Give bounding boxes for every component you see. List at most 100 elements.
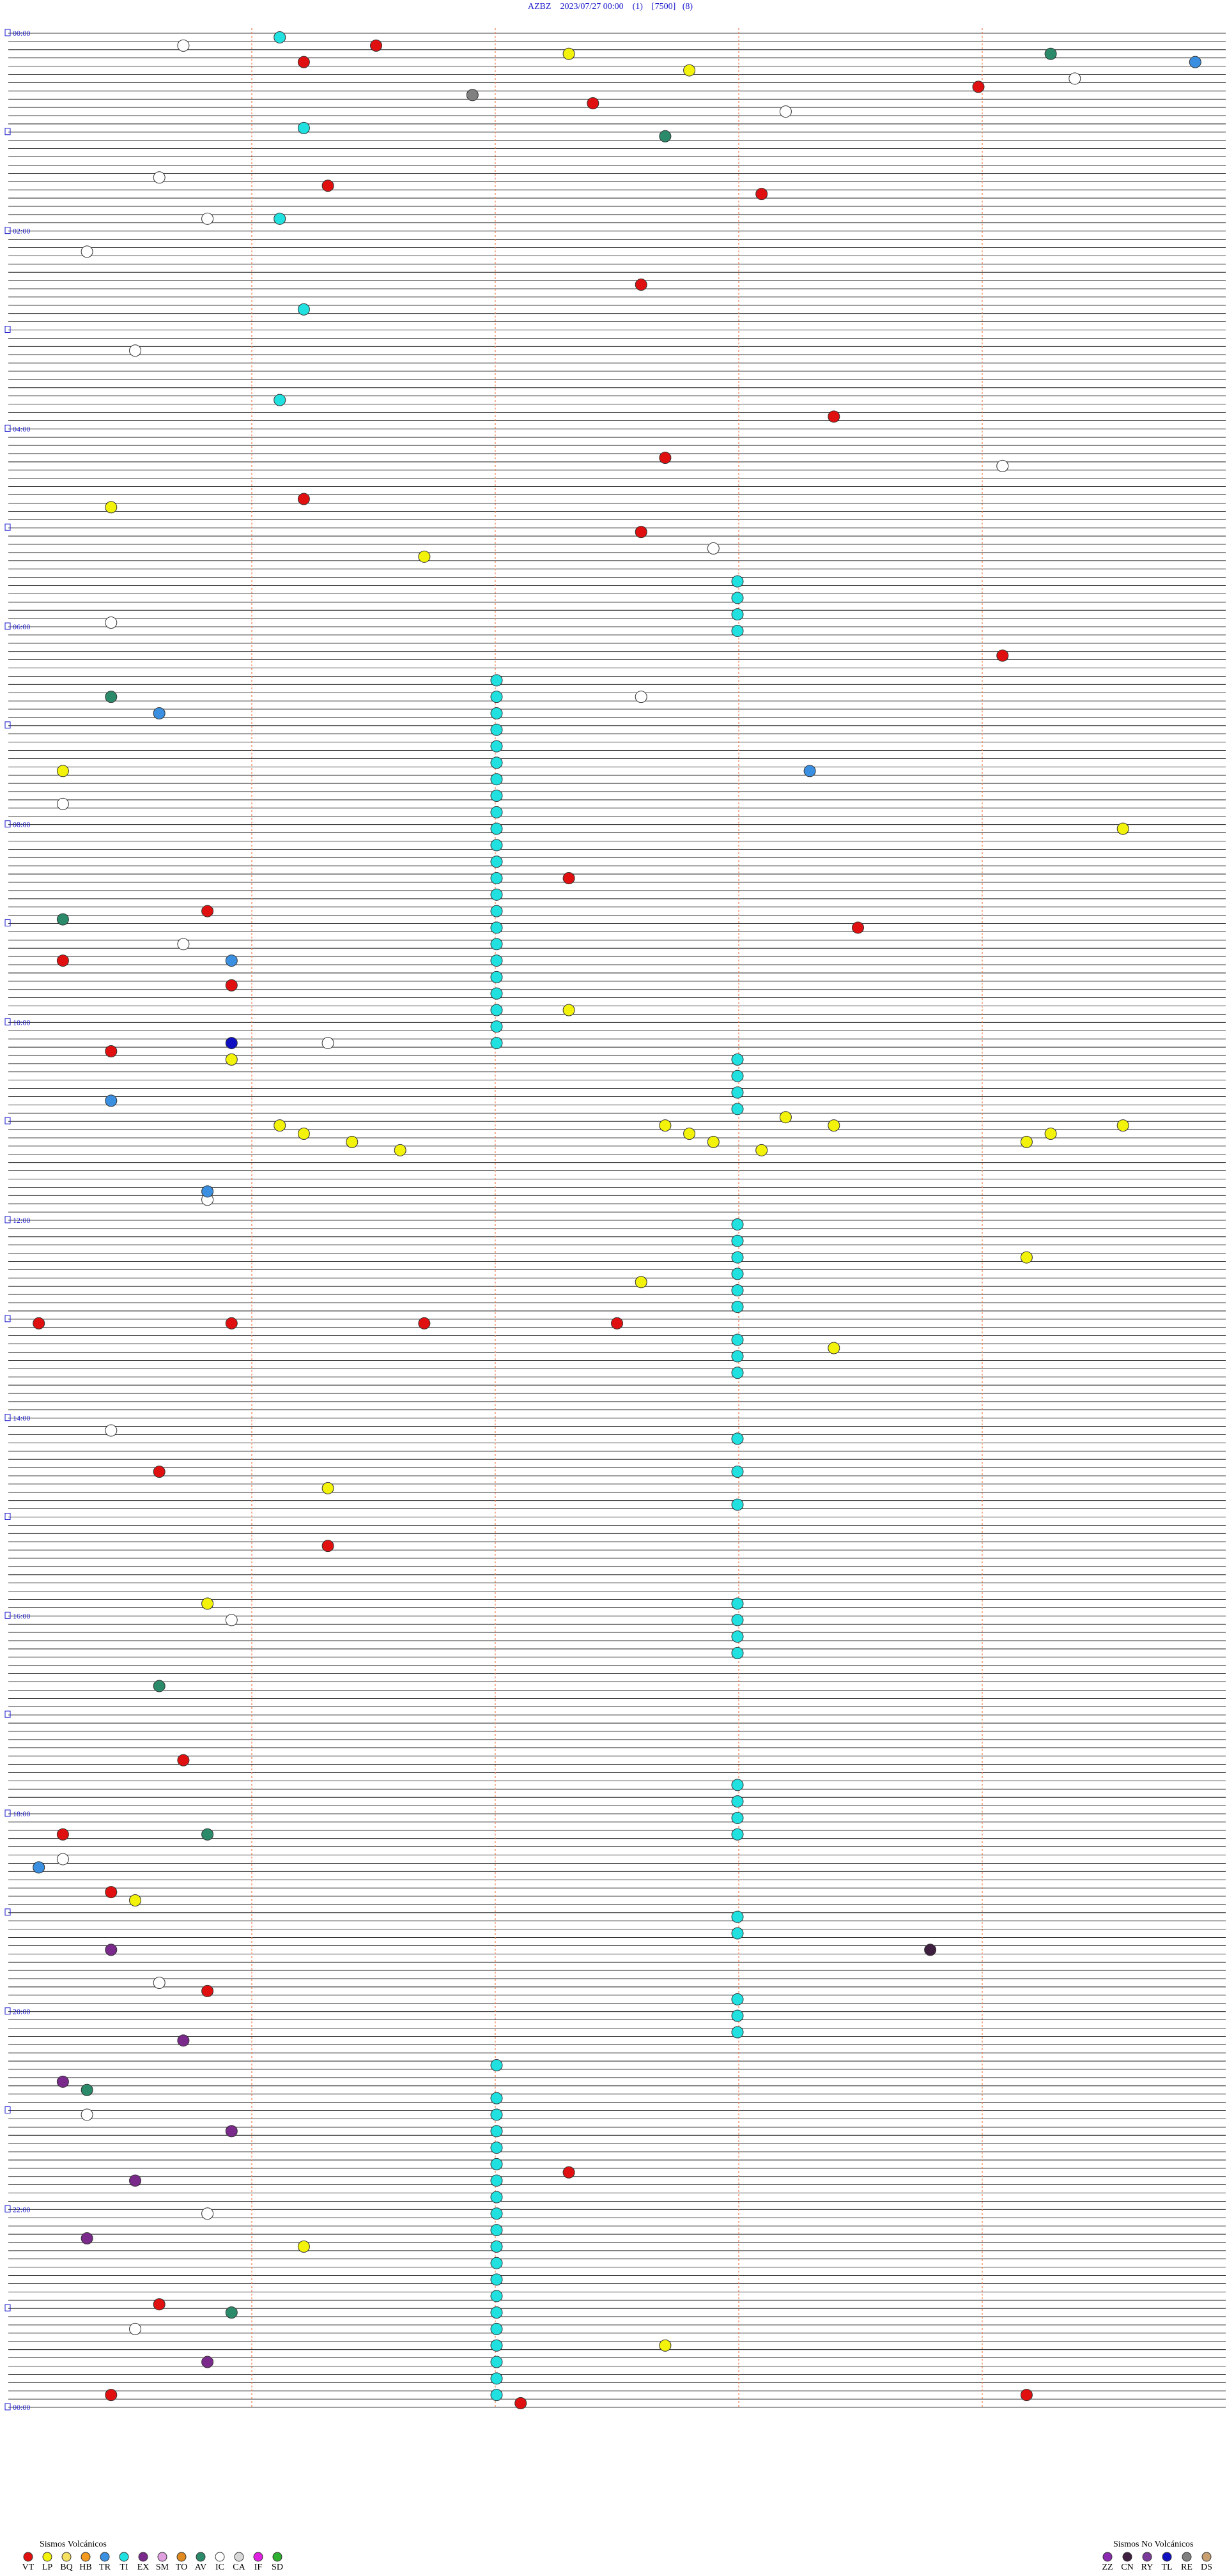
event [587,97,599,110]
time-label: 00:00 [13,2403,30,2412]
time-label: 22:00 [13,2205,30,2214]
half-marker [4,1908,11,1916]
half-marker [4,1315,11,1322]
event [828,1119,840,1132]
legend-label: SD [272,2563,283,2572]
event [490,888,503,901]
time-label: 06:00 [13,622,30,631]
event [297,303,310,316]
event [731,1432,744,1445]
legend-swatch [1142,2552,1152,2562]
half-marker [4,326,11,333]
event [490,756,503,769]
event [731,1466,744,1478]
legend-swatch [157,2552,167,2562]
event [274,212,286,225]
event [490,954,503,967]
event [731,1350,744,1363]
event [755,1144,768,1156]
legend-swatch [1122,2552,1132,2562]
event [490,691,503,703]
hour-marker [4,820,11,828]
event [225,1614,238,1627]
event [81,2083,93,2096]
event [56,913,69,926]
event [996,649,1009,662]
event [562,2166,575,2179]
event [779,1111,792,1124]
event [129,344,141,357]
event [490,2290,503,2303]
event [490,2306,503,2319]
half-marker [4,1710,11,1718]
hour-marker [4,424,11,432]
event [852,921,864,934]
event [635,1276,647,1289]
event [105,691,118,703]
event [56,2075,69,2088]
event [683,1128,696,1140]
event [177,1754,190,1767]
event [321,1540,334,1552]
chart-title: AZBZ 2023/07/27 00:00 (1) [7500] (8) [528,2,693,12]
legend-title: Sismos Volcánicos [40,2540,107,2549]
event [490,806,503,818]
event [297,56,310,68]
event [490,674,503,687]
time-label: 14:00 [13,1414,30,1423]
event [731,1811,744,1824]
legend-label: IC [215,2563,224,2572]
legend-swatch [42,2552,52,2562]
hour-marker [4,227,11,234]
event [105,617,118,629]
legend-label: RE [1181,2563,1192,2572]
event [659,451,672,464]
legend-label: TO [176,2563,187,2572]
event [731,1300,744,1313]
event [346,1135,359,1148]
event [659,2339,672,2352]
time-label: 02:00 [13,227,30,236]
event [731,1910,744,1923]
event [321,1482,334,1494]
event [490,2108,503,2121]
event [731,2026,744,2039]
event [490,2257,503,2269]
event [731,1251,744,1264]
event [1116,822,1129,835]
legend-label: TI [120,2563,128,2572]
event [828,410,840,423]
event [731,2009,744,2022]
event [490,921,503,934]
legend-label: IF [254,2563,263,2572]
event [490,987,503,1000]
event [1020,1135,1033,1148]
event [683,64,696,77]
event [731,1284,744,1297]
event [105,1943,118,1956]
hour-marker [4,2007,11,2015]
event [225,979,238,992]
half-marker [4,128,11,135]
time-label: 08:00 [13,820,30,829]
event [490,2372,503,2385]
event [418,550,431,563]
event [635,691,647,703]
event [731,575,744,588]
event [490,2142,503,2154]
event [225,1053,238,1066]
hour-marker [4,1216,11,1223]
event [490,2224,503,2237]
half-marker [4,1513,11,1520]
event [731,1779,744,1791]
event [105,1886,118,1899]
event [731,1828,744,1841]
event [201,212,214,225]
legend-label: AV [195,2563,206,2572]
time-label: 16:00 [13,1611,30,1620]
hour-marker [4,29,11,36]
event [1020,1251,1033,1264]
event [177,938,190,951]
event [731,1795,744,1808]
event [105,1424,118,1437]
